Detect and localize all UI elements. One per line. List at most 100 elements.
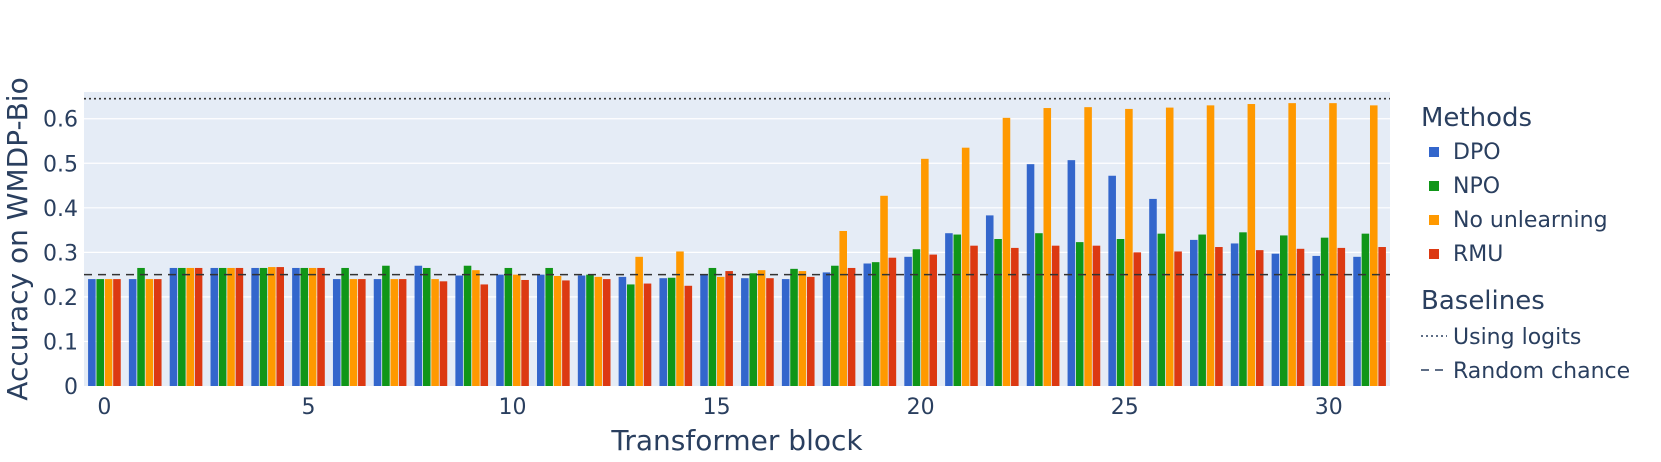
x-tick-label: 25 xyxy=(1111,395,1139,420)
bar-npo xyxy=(96,279,105,386)
bar-no-unlearning xyxy=(512,274,521,386)
bar-rmu xyxy=(847,267,856,386)
bar-dpo xyxy=(210,267,219,386)
bar-no-unlearning xyxy=(961,147,970,386)
bar-rmu xyxy=(398,279,407,386)
bar-npo xyxy=(1075,242,1084,386)
bar-no-unlearning xyxy=(431,279,439,386)
bar-rmu xyxy=(358,279,366,386)
bar-dpo xyxy=(781,279,790,386)
bar-rmu xyxy=(929,254,937,386)
y-tick-labels: 0 0.1 0.2 0.3 0.4 0.5 0.6 xyxy=(43,108,78,400)
bar-dpo xyxy=(455,275,463,386)
legend-baseline-label: Using logits xyxy=(1453,325,1581,350)
bar-npo xyxy=(667,277,676,386)
y-tick-label: 0.5 xyxy=(43,152,78,177)
bar-rmu xyxy=(194,267,203,386)
bar-rmu xyxy=(153,279,162,386)
x-tick-label: 5 xyxy=(301,395,315,420)
bar-rmu xyxy=(602,279,611,386)
bar-dpo xyxy=(537,274,545,386)
bar-no-unlearning xyxy=(1288,103,1296,387)
bar-rmu xyxy=(970,245,978,386)
bar-npo xyxy=(627,284,635,386)
bar-npo xyxy=(1320,237,1329,386)
bar-rmu xyxy=(725,271,733,386)
bar-dpo xyxy=(1353,256,1361,386)
bar-dpo xyxy=(577,275,586,386)
x-tick-label: 20 xyxy=(907,395,935,420)
bar-rmu xyxy=(1174,251,1182,386)
bar-no-unlearning xyxy=(1247,104,1256,386)
bar-dpo xyxy=(1312,255,1321,386)
x-tick-labels: 0 5 10 15 20 25 30 xyxy=(97,395,1342,420)
bar-dpo xyxy=(1230,243,1239,386)
bar-dpo xyxy=(1190,239,1198,386)
bar-no-unlearning xyxy=(757,270,766,386)
bar-npo xyxy=(749,273,758,386)
bar-dpo xyxy=(659,278,668,386)
bar-no-unlearning xyxy=(145,279,154,386)
bar-npo xyxy=(218,267,227,386)
bar-no-unlearning xyxy=(349,279,358,386)
bar-rmu xyxy=(1378,247,1386,386)
bar-rmu xyxy=(235,267,244,386)
bar-no-unlearning xyxy=(1084,107,1092,387)
bar-no-unlearning xyxy=(635,256,643,386)
legend-swatch xyxy=(1429,215,1439,225)
bar-no-unlearning xyxy=(1369,105,1378,386)
bar-npo xyxy=(137,267,145,386)
bar-dpo xyxy=(1149,198,1157,386)
y-tick-label: 0 xyxy=(64,375,78,400)
bar-rmu xyxy=(276,267,284,386)
legend: Methods Baselines DPO NPO No unlearning RMU… xyxy=(1421,103,1630,384)
bar-dpo xyxy=(741,278,749,386)
bar-dpo xyxy=(88,279,96,386)
bar-rmu xyxy=(1051,245,1060,386)
x-axis-title: Transformer block xyxy=(610,424,863,457)
bar-rmu xyxy=(806,276,815,386)
x-tick-label: 0 xyxy=(97,395,111,420)
bar-no-unlearning xyxy=(104,279,113,386)
bar-dpo xyxy=(496,274,504,386)
bar-no-unlearning xyxy=(186,267,194,386)
bar-npo xyxy=(382,265,390,386)
bar-no-unlearning xyxy=(308,267,317,386)
bar-npo xyxy=(708,267,717,386)
bar-npo xyxy=(504,267,513,386)
bar-rmu xyxy=(562,280,570,386)
bar-npo xyxy=(1239,232,1247,386)
bar-rmu xyxy=(439,281,448,386)
bar-no-unlearning xyxy=(921,158,929,386)
y-tick-label: 0.2 xyxy=(43,286,78,311)
bar-npo xyxy=(422,267,431,386)
bar-no-unlearning xyxy=(716,276,725,386)
x-tick-label: 15 xyxy=(703,395,731,420)
bar-no-unlearning xyxy=(676,251,684,386)
legend-swatch xyxy=(1429,147,1439,157)
bar-npo xyxy=(463,265,472,386)
bar-npo xyxy=(259,267,268,386)
x-tick-label: 10 xyxy=(499,395,527,420)
bar-dpo xyxy=(863,263,872,386)
bar-no-unlearning xyxy=(390,279,399,386)
bar-dpo xyxy=(822,272,831,386)
bar-npo xyxy=(1198,234,1206,386)
y-axis-title: Accuracy on WMDP-Bio xyxy=(1,77,34,400)
bar-dpo xyxy=(1271,253,1280,386)
bar-no-unlearning xyxy=(1165,107,1174,386)
legend-methods-title: Methods xyxy=(1421,103,1532,133)
y-tick-label: 0.3 xyxy=(43,241,78,266)
bar-dpo xyxy=(985,215,994,386)
bar-no-unlearning xyxy=(839,230,847,386)
bar-no-unlearning xyxy=(268,267,276,386)
bar-no-unlearning xyxy=(880,195,888,386)
bar-rmu xyxy=(888,257,897,386)
legend-item-label: No unlearning xyxy=(1453,208,1608,233)
bar-dpo xyxy=(332,279,341,386)
bar-rmu xyxy=(480,284,489,386)
bar-no-unlearning xyxy=(1329,103,1337,387)
bar-npo xyxy=(871,262,880,386)
bar-rmu xyxy=(1092,245,1101,386)
